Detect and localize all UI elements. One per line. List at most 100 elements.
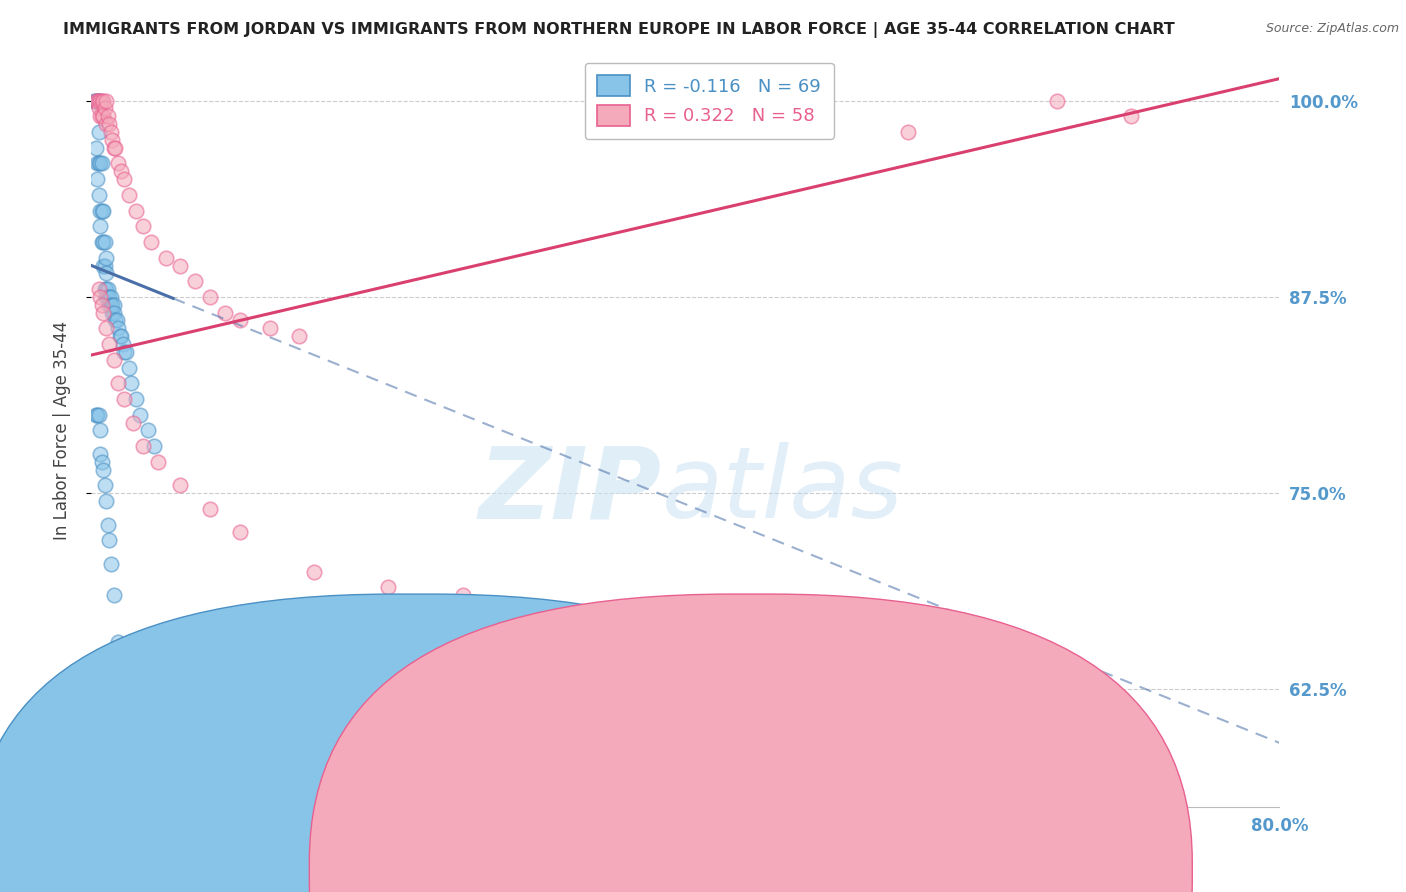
Point <box>94 282 117 296</box>
Point <box>112 344 135 359</box>
Point <box>87 408 110 422</box>
Point <box>132 219 155 234</box>
Point <box>87 125 110 139</box>
Point <box>100 298 122 312</box>
Y-axis label: In Labor Force | Age 35-44: In Labor Force | Age 35-44 <box>52 321 70 540</box>
Point <box>110 674 132 689</box>
Text: Immigrants from Jordan: Immigrants from Jordan <box>443 864 624 879</box>
Point <box>90 203 112 218</box>
Point <box>105 313 128 327</box>
Point <box>86 698 108 713</box>
Point <box>90 156 112 170</box>
Point <box>87 698 110 713</box>
Point <box>200 502 222 516</box>
Point <box>98 298 121 312</box>
Point <box>104 313 127 327</box>
Point <box>96 282 118 296</box>
Point <box>98 337 121 351</box>
Point <box>103 352 125 367</box>
Point <box>86 156 108 170</box>
Point <box>91 259 114 273</box>
Point <box>97 290 120 304</box>
Point <box>87 102 110 116</box>
Point <box>103 141 125 155</box>
Point <box>90 94 112 108</box>
Point <box>89 290 111 304</box>
Point <box>103 588 125 602</box>
Point <box>117 360 139 375</box>
Point <box>100 125 122 139</box>
Point <box>97 282 120 296</box>
Point <box>110 329 132 343</box>
Point <box>89 203 111 218</box>
Point <box>229 525 252 540</box>
Point <box>184 274 207 288</box>
Point <box>96 290 118 304</box>
Point <box>86 94 108 108</box>
Point <box>132 439 155 453</box>
Point <box>526 604 548 618</box>
Point <box>91 305 114 319</box>
Point <box>107 376 129 391</box>
Point <box>84 408 107 422</box>
Point <box>101 298 124 312</box>
Point <box>125 203 148 218</box>
Point <box>112 392 135 406</box>
Point <box>101 133 124 147</box>
Point <box>214 305 236 319</box>
Point <box>87 156 110 170</box>
Point <box>96 251 118 265</box>
Point <box>84 94 107 108</box>
Point <box>108 329 131 343</box>
Point <box>87 94 110 108</box>
Point <box>129 408 152 422</box>
Text: atlas: atlas <box>662 442 903 539</box>
Point <box>89 424 111 438</box>
Point <box>107 321 129 335</box>
Point <box>104 141 127 155</box>
Point <box>94 259 117 273</box>
Text: Source: ZipAtlas.com: Source: ZipAtlas.com <box>1265 22 1399 36</box>
Point <box>86 408 108 422</box>
Point <box>259 321 281 335</box>
Point <box>451 588 474 602</box>
Point <box>100 290 122 304</box>
Point <box>110 164 132 178</box>
Point <box>169 259 191 273</box>
Point <box>96 494 118 508</box>
Point <box>97 517 120 532</box>
Point <box>114 344 136 359</box>
Point <box>91 463 114 477</box>
Point <box>89 94 111 108</box>
Text: ZIP: ZIP <box>478 442 662 539</box>
Point <box>90 455 112 469</box>
Point <box>136 424 159 438</box>
Point <box>1046 94 1069 108</box>
Point <box>121 376 143 391</box>
Point <box>98 290 121 304</box>
Point <box>87 187 110 202</box>
Point <box>96 117 118 131</box>
Point <box>87 722 110 736</box>
Point <box>122 416 145 430</box>
Point <box>86 94 108 108</box>
Point <box>94 478 117 492</box>
Point <box>83 94 105 108</box>
Point <box>89 109 111 123</box>
Point <box>142 439 165 453</box>
Point <box>91 753 114 767</box>
Point <box>112 172 135 186</box>
Point <box>97 109 120 123</box>
Point <box>302 565 325 579</box>
Point <box>89 156 111 170</box>
Point <box>1119 109 1142 123</box>
Point <box>125 392 148 406</box>
Point <box>111 337 134 351</box>
Legend: R = -0.116   N = 69, R = 0.322   N = 58: R = -0.116 N = 69, R = 0.322 N = 58 <box>585 62 834 138</box>
Point <box>103 298 125 312</box>
Point <box>89 447 111 461</box>
Point <box>148 455 170 469</box>
Text: Immigrants from Northern Europe: Immigrants from Northern Europe <box>780 864 1040 879</box>
Point <box>89 94 111 108</box>
Point <box>84 141 107 155</box>
